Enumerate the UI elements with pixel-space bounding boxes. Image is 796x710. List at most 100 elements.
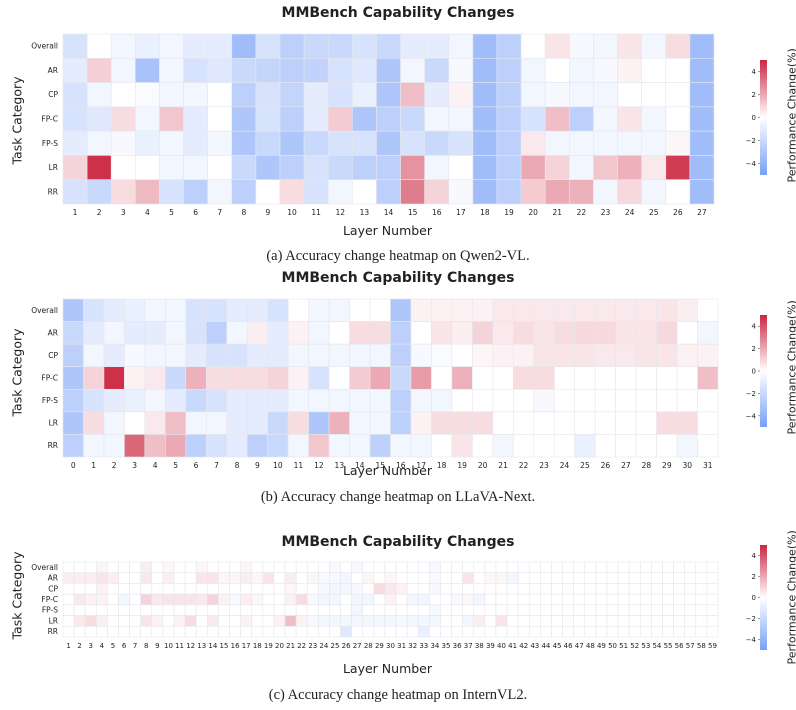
heatmap-cell xyxy=(574,434,596,458)
column-label: 26 xyxy=(342,642,351,650)
heatmap-cell xyxy=(151,583,164,595)
column-label: 12 xyxy=(186,642,195,650)
heatmap-cell xyxy=(440,593,452,606)
heatmap-cell xyxy=(62,343,84,368)
heatmap-cell xyxy=(651,625,663,638)
heatmap-cell xyxy=(62,625,75,638)
heatmap-cell xyxy=(665,33,691,59)
heatmap-cell xyxy=(96,615,108,627)
heatmap-cell xyxy=(424,179,450,205)
heatmap-cell xyxy=(553,343,576,368)
heatmap-cell xyxy=(329,625,341,638)
heatmap-cell xyxy=(185,298,207,322)
heatmap-cell xyxy=(376,179,401,205)
heatmap-cell xyxy=(662,583,674,595)
column-label: 5 xyxy=(169,208,174,217)
column-label: 4 xyxy=(153,461,158,470)
heatmap-cell xyxy=(451,625,463,638)
heatmap-cell xyxy=(373,572,386,584)
heatmap-cell xyxy=(273,593,286,606)
heatmap-cell xyxy=(540,561,552,574)
heatmap-cell xyxy=(451,388,473,413)
heatmap-cell xyxy=(406,615,419,627)
heatmap-cell xyxy=(528,583,541,595)
heatmap-cell xyxy=(496,82,522,108)
heatmap-cell xyxy=(351,561,364,574)
heatmap-cell xyxy=(484,572,497,584)
heatmap-cell xyxy=(267,343,289,368)
row-label: LR xyxy=(49,419,58,428)
heatmap-cell xyxy=(284,583,297,595)
heatmap-cell xyxy=(96,572,108,584)
heatmap-cell xyxy=(656,321,678,345)
heatmap-cell xyxy=(352,179,377,205)
heatmap-cell xyxy=(562,572,574,584)
column-label: 50 xyxy=(608,642,617,650)
heatmap-cell xyxy=(484,604,497,616)
heatmap-cell xyxy=(431,388,453,413)
heatmap-cell xyxy=(569,57,594,83)
heatmap-cell xyxy=(226,388,248,413)
heatmap-cell xyxy=(635,411,657,435)
heatmap-cell xyxy=(129,572,142,584)
heatmap-cell xyxy=(306,625,319,638)
heatmap-cell xyxy=(462,593,475,606)
column-label: 44 xyxy=(541,642,550,650)
heatmap-cell xyxy=(352,106,377,132)
heatmap-cell xyxy=(73,572,86,584)
heatmap-cell xyxy=(103,388,125,413)
heatmap-cell xyxy=(162,604,175,616)
heatmap-cell xyxy=(329,593,341,606)
heatmap-cell xyxy=(218,615,230,627)
heatmap-cell xyxy=(327,130,353,156)
heatmap-cell xyxy=(641,179,667,205)
column-label: 57 xyxy=(686,642,695,650)
heatmap-cell xyxy=(400,155,425,181)
heatmap-cell xyxy=(279,57,305,83)
heatmap-cell xyxy=(246,434,268,458)
heatmap-cell xyxy=(318,583,330,595)
heatmap-cell xyxy=(651,593,663,606)
heatmap-cell xyxy=(495,561,508,574)
heatmap-cell xyxy=(406,583,419,595)
heatmap-cell xyxy=(540,593,552,606)
heatmap-cell xyxy=(159,106,184,132)
heatmap-cell xyxy=(107,561,119,574)
column-label: 25 xyxy=(331,642,340,650)
column-label: 13 xyxy=(335,461,345,470)
heatmap-cell xyxy=(410,343,432,368)
heatmap-cell xyxy=(218,583,230,595)
heatmap-cell xyxy=(84,583,97,595)
heatmap-cell xyxy=(376,155,401,181)
heatmap-cell xyxy=(151,593,164,606)
heatmap-cell xyxy=(676,434,698,458)
heatmap-cell xyxy=(553,388,576,413)
heatmap-cell xyxy=(62,130,88,156)
heatmap-cell xyxy=(540,604,552,616)
heatmap-cell xyxy=(295,615,308,627)
heatmap-cell xyxy=(295,561,308,574)
heatmap-cell xyxy=(676,366,698,390)
heatmap-cell xyxy=(706,593,719,606)
heatmap-cell xyxy=(417,604,430,616)
heatmap-cell xyxy=(373,625,386,638)
heatmap-cell xyxy=(151,625,164,638)
heatmap-cell xyxy=(384,593,397,606)
heatmap-cell xyxy=(551,604,563,616)
heatmap-cell xyxy=(279,155,305,181)
heatmap-cell xyxy=(184,561,197,574)
heatmap-cell xyxy=(231,179,257,205)
column-label: 12 xyxy=(336,208,346,217)
heatmap-cell xyxy=(351,604,364,616)
heatmap-cell xyxy=(384,604,397,616)
heatmap-cell xyxy=(451,434,473,458)
column-label: 21 xyxy=(286,642,295,650)
heatmap-cell xyxy=(495,604,508,616)
heatmap-cell xyxy=(584,583,597,595)
heatmap-cell xyxy=(287,411,309,435)
heatmap-cell xyxy=(384,583,397,595)
heatmap-cell xyxy=(473,593,486,606)
heatmap-cell xyxy=(533,388,555,413)
heatmap-cell xyxy=(517,572,530,584)
heatmap-cell xyxy=(151,604,164,616)
